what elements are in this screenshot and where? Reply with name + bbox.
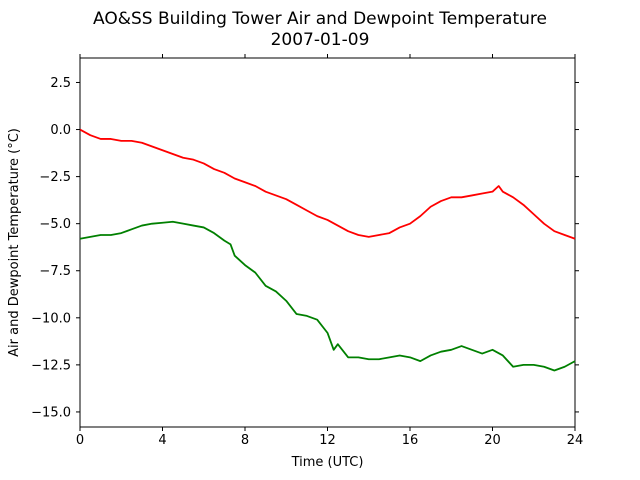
y-axis-label: Air and Dewpoint Temperature (°C) [7, 128, 22, 357]
y-axis: 2.5 0.0 −2.5 −5.0 −7.5 −10.0 −12.5 −15.0 [31, 76, 579, 420]
y-tick-label: −2.5 [39, 170, 71, 185]
y-tick-label: −15.0 [31, 405, 71, 420]
y-tick-label: 2.5 [50, 76, 71, 91]
y-tick-label: −12.5 [31, 358, 71, 373]
y-tick-label: 0.0 [50, 123, 71, 138]
y-tick-label: −10.0 [31, 311, 71, 326]
plot-frame [79, 57, 576, 428]
x-tick-label: 4 [158, 433, 166, 448]
x-tick-label: 0 [76, 433, 84, 448]
chart-subtitle: 2007-01-09 [271, 30, 370, 50]
x-tick-label: 16 [402, 433, 419, 448]
x-axis-label: Time (UTC) [291, 455, 364, 470]
x-tick-label: 12 [319, 433, 336, 448]
y-tick-label: −5.0 [39, 217, 71, 232]
series-line-1 [79, 128, 576, 240]
x-tick-label: 24 [567, 433, 584, 448]
y-tick-label: −7.5 [39, 264, 71, 279]
series-line-2 [79, 220, 576, 372]
x-tick-label: 20 [484, 433, 501, 448]
series-layer [79, 128, 576, 372]
chart-title: AO&SS Building Tower Air and Dewpoint Te… [93, 9, 547, 29]
x-tick-label: 8 [241, 433, 249, 448]
plot-area: 0 4 8 12 16 20 24 2.5 0.0 −2.5 −5.0 −7.5 −10.0 −12.5… [31, 54, 583, 448]
x-axis: 0 4 8 12 16 20 24 [76, 54, 583, 448]
